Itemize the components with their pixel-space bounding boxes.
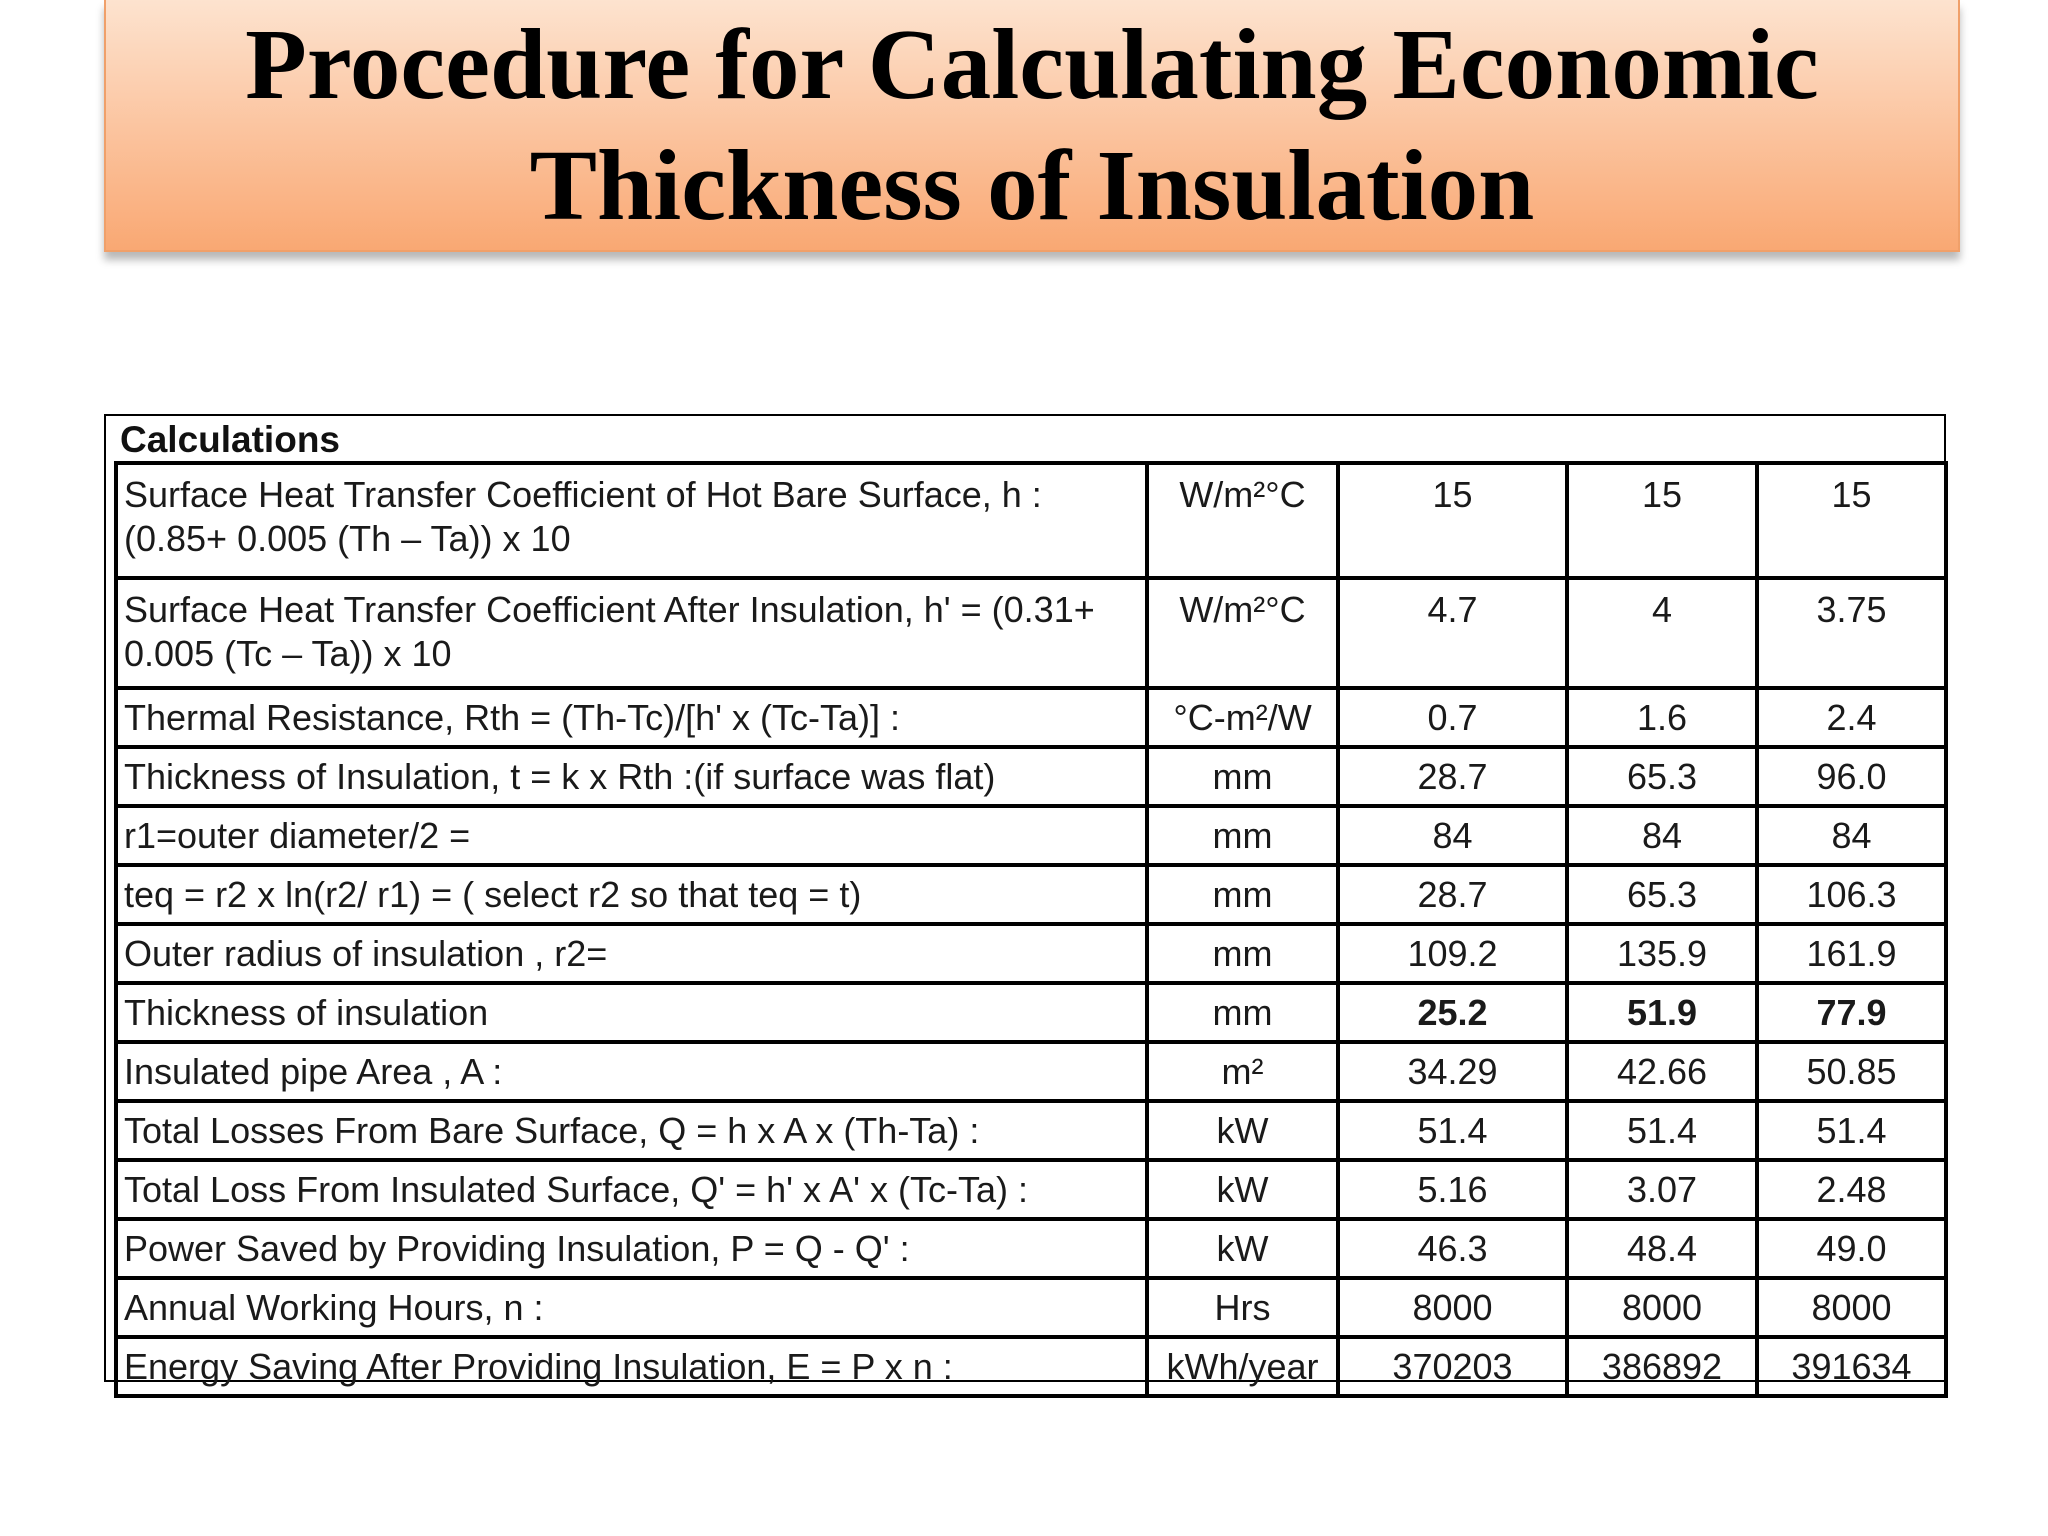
table-row: Surface Heat Transfer Coefficient of Hot… bbox=[114, 461, 1948, 580]
row-unit: mm bbox=[1145, 804, 1340, 867]
calculations-grid: Surface Heat Transfer Coefficient of Hot… bbox=[114, 461, 1948, 1398]
row-unit: kW bbox=[1145, 1158, 1340, 1221]
row-unit: mm bbox=[1145, 922, 1340, 985]
row-value-2: 8000 bbox=[1565, 1276, 1759, 1339]
row-value-2: 48.4 bbox=[1565, 1217, 1759, 1280]
table-row: Total Loss From Insulated Surface, Q' = … bbox=[114, 1158, 1948, 1221]
row-value-2: 51.9 bbox=[1565, 981, 1759, 1044]
row-label: Thickness of insulation bbox=[114, 981, 1149, 1044]
row-value-3: 2.4 bbox=[1755, 686, 1948, 749]
row-value-1: 15 bbox=[1336, 461, 1569, 580]
table-row: Annual Working Hours, n : Hrs 8000 8000 … bbox=[114, 1276, 1948, 1339]
row-value-2: 135.9 bbox=[1565, 922, 1759, 985]
row-value-2: 1.6 bbox=[1565, 686, 1759, 749]
title-line-2: Thickness of Insulation bbox=[529, 129, 1535, 241]
row-value-1: 84 bbox=[1336, 804, 1569, 867]
row-label: Surface Heat Transfer Coefficient After … bbox=[114, 576, 1149, 690]
row-unit: °C-m²/W bbox=[1145, 686, 1340, 749]
row-value-2: 51.4 bbox=[1565, 1099, 1759, 1162]
title-banner: Procedure for Calculating Economic Thick… bbox=[104, 0, 1960, 252]
row-unit: m² bbox=[1145, 1040, 1340, 1103]
row-value-3: 8000 bbox=[1755, 1276, 1948, 1339]
row-value-1: 5.16 bbox=[1336, 1158, 1569, 1221]
table-row: Outer radius of insulation , r2= mm 109.… bbox=[114, 922, 1948, 985]
row-unit: W/m²°C bbox=[1145, 461, 1340, 580]
row-value-3: 15 bbox=[1755, 461, 1948, 580]
row-label: Energy Saving After Providing Insulation… bbox=[114, 1335, 1149, 1398]
title-line-1: Procedure for Calculating Economic bbox=[245, 8, 1819, 120]
table-row: Power Saved by Providing Insulation, P =… bbox=[114, 1217, 1948, 1280]
table-row: Insulated pipe Area , A : m² 34.29 42.66… bbox=[114, 1040, 1948, 1103]
row-unit: kW bbox=[1145, 1099, 1340, 1162]
row-label: Thickness of Insulation, t = k x Rth :(i… bbox=[114, 745, 1149, 808]
row-value-3: 84 bbox=[1755, 804, 1948, 867]
row-value-2: 3.07 bbox=[1565, 1158, 1759, 1221]
row-value-3: 391634 bbox=[1755, 1335, 1948, 1398]
row-value-2: 4 bbox=[1565, 576, 1759, 690]
row-value-1: 0.7 bbox=[1336, 686, 1569, 749]
table-caption: Calculations bbox=[120, 419, 340, 460]
row-value-1: 4.7 bbox=[1336, 576, 1569, 690]
row-value-3: 96.0 bbox=[1755, 745, 1948, 808]
row-unit: mm bbox=[1145, 863, 1340, 926]
row-value-3: 51.4 bbox=[1755, 1099, 1948, 1162]
row-label: Total Loss From Insulated Surface, Q' = … bbox=[114, 1158, 1149, 1221]
row-value-1: 51.4 bbox=[1336, 1099, 1569, 1162]
row-value-2: 65.3 bbox=[1565, 745, 1759, 808]
calculations-table: Calculations Surface Heat Transfer Coeff… bbox=[104, 414, 1948, 1398]
row-value-1: 46.3 bbox=[1336, 1217, 1569, 1280]
row-value-1: 8000 bbox=[1336, 1276, 1569, 1339]
row-value-3: 49.0 bbox=[1755, 1217, 1948, 1280]
row-value-1: 34.29 bbox=[1336, 1040, 1569, 1103]
row-unit: Hrs bbox=[1145, 1276, 1340, 1339]
table-row: Surface Heat Transfer Coefficient After … bbox=[114, 576, 1948, 690]
row-value-1: 109.2 bbox=[1336, 922, 1569, 985]
table-row: Thickness of Insulation, t = k x Rth :(i… bbox=[114, 745, 1948, 808]
row-label: Surface Heat Transfer Coefficient of Hot… bbox=[114, 461, 1149, 580]
row-label: Insulated pipe Area , A : bbox=[114, 1040, 1149, 1103]
row-unit: kW bbox=[1145, 1217, 1340, 1280]
row-value-3: 106.3 bbox=[1755, 863, 1948, 926]
row-unit: kWh/year bbox=[1145, 1335, 1340, 1398]
row-value-3: 3.75 bbox=[1755, 576, 1948, 690]
row-value-2: 84 bbox=[1565, 804, 1759, 867]
page-title: Procedure for Calculating Economic Thick… bbox=[245, 4, 1819, 246]
row-label: Annual Working Hours, n : bbox=[114, 1276, 1149, 1339]
table-row: Thermal Resistance, Rth = (Th-Tc)/[h' x … bbox=[114, 686, 1948, 749]
row-value-2: 15 bbox=[1565, 461, 1759, 580]
table-row: Thickness of insulation mm 25.2 51.9 77.… bbox=[114, 981, 1948, 1044]
row-value-1: 370203 bbox=[1336, 1335, 1569, 1398]
row-value-3: 2.48 bbox=[1755, 1158, 1948, 1221]
table-row: teq = r2 x ln(r2/ r1) = ( select r2 so t… bbox=[114, 863, 1948, 926]
row-value-1: 28.7 bbox=[1336, 745, 1569, 808]
row-label: Power Saved by Providing Insulation, P =… bbox=[114, 1217, 1149, 1280]
table-row: r1=outer diameter/2 = mm 84 84 84 bbox=[114, 804, 1948, 867]
row-value-3: 50.85 bbox=[1755, 1040, 1948, 1103]
row-value-1: 25.2 bbox=[1336, 981, 1569, 1044]
row-value-3: 77.9 bbox=[1755, 981, 1948, 1044]
row-value-2: 65.3 bbox=[1565, 863, 1759, 926]
row-unit: W/m²°C bbox=[1145, 576, 1340, 690]
row-value-1: 28.7 bbox=[1336, 863, 1569, 926]
row-unit: mm bbox=[1145, 745, 1340, 808]
row-label: Thermal Resistance, Rth = (Th-Tc)/[h' x … bbox=[114, 686, 1149, 749]
row-label: teq = r2 x ln(r2/ r1) = ( select r2 so t… bbox=[114, 863, 1149, 926]
row-value-2: 42.66 bbox=[1565, 1040, 1759, 1103]
table-row: Energy Saving After Providing Insulation… bbox=[114, 1335, 1948, 1398]
row-value-2: 386892 bbox=[1565, 1335, 1759, 1398]
row-value-3: 161.9 bbox=[1755, 922, 1948, 985]
row-label: Total Losses From Bare Surface, Q = h x … bbox=[114, 1099, 1149, 1162]
row-label: Outer radius of insulation , r2= bbox=[114, 922, 1149, 985]
row-label: r1=outer diameter/2 = bbox=[114, 804, 1149, 867]
row-unit: mm bbox=[1145, 981, 1340, 1044]
table-row: Total Losses From Bare Surface, Q = h x … bbox=[114, 1099, 1948, 1162]
